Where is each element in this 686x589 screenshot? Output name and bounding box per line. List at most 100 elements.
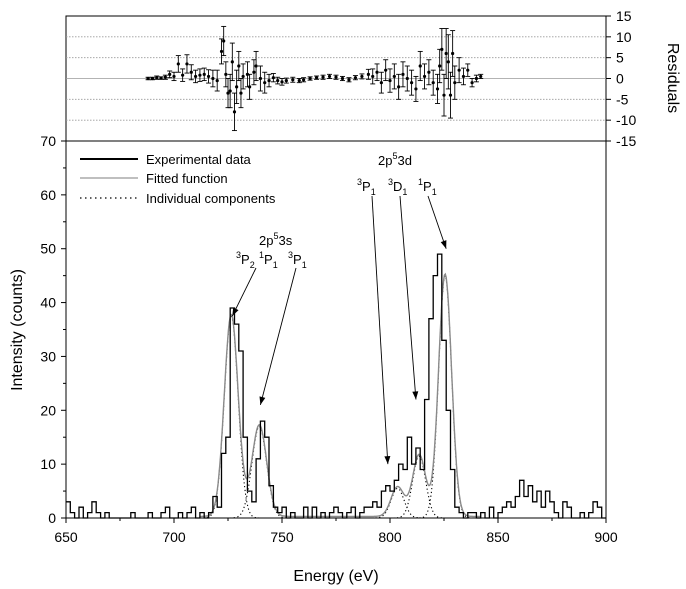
annotation-2p5-3d-rest: 3d [397,153,411,168]
x-tick-label: 650 [54,529,78,545]
residuals-tick-label: -5 [616,91,629,107]
residual-point [438,64,442,68]
residual-point [444,51,448,56]
residual-point [194,74,198,79]
y-tick-label: 20 [40,402,56,418]
residual-point [401,72,405,76]
main-axis-ticks: 650 700 750 800 850 900 0 10 20 30 40 50 60 70 [40,133,617,545]
term-label-1P1-3s: 1P1 [259,250,278,270]
residuals-axis-label: Residuals [664,43,681,113]
residual-point [418,64,422,68]
residual-point [461,74,466,79]
annotation-arrows [231,195,447,465]
y-tick-label: 30 [40,348,56,364]
annotation-2p5-3s-sup: 5 [273,231,278,241]
x-tick-label: 900 [594,529,618,545]
residual-point [414,87,418,91]
residual-point [448,93,453,97]
residual-point [379,81,383,85]
y-tick-label: 40 [40,295,56,311]
legend-label-components: Individual components [146,191,276,206]
residuals-tick-label: -15 [616,133,636,149]
residual-point [366,72,370,76]
term-label-3P1-3s: 3P1 [288,250,307,270]
residual-point [232,110,237,114]
arrow-head [259,396,266,405]
residual-point [155,76,159,80]
component-3P1 [371,487,424,519]
residual-point [202,72,206,76]
term-label-3P1-3d: 3P1 [357,177,376,197]
residual-point [146,76,150,81]
residual-point [267,78,271,83]
residual-point [263,81,267,85]
term-label-3D1: 3D1 [388,177,407,197]
x-tick-label: 700 [162,529,186,545]
residual-point [308,76,312,81]
residual-point [252,70,256,74]
residual-point [248,85,252,89]
residual-point [181,73,185,77]
residual-point [435,87,440,91]
annotation-2p5-3s-base: 2p [259,233,273,248]
residual-point [284,78,288,83]
residual-point [239,91,243,95]
y-tick-label: 50 [40,241,56,257]
residual-point [224,72,228,76]
legend-label-experimental: Experimental data [146,152,252,167]
residual-point [431,81,435,85]
residual-point [334,75,338,79]
annotation-2p5-3s: 2p53s [259,231,293,248]
arrow-line [399,195,417,400]
residual-point [230,60,234,64]
residual-point [215,78,219,83]
residual-point [159,76,163,80]
arrow-head [384,455,391,465]
fitted-curve [199,272,481,518]
y-axis-label: Intensity (counts) [9,269,26,391]
x-tick-label: 850 [486,529,510,545]
residual-point [235,85,239,89]
arrow-line [427,195,447,249]
residual-point [457,68,461,72]
residuals-ticks: 15 10 5 0 -5 -10 -15 [606,8,636,149]
residual-point [479,74,483,79]
residual-point [189,70,193,74]
term-label-1P1-3d: 1P1 [418,177,437,197]
component-3P2 [203,314,259,519]
residuals-tick-label: -10 [616,112,636,128]
residual-point [206,74,211,79]
arrow-line [231,267,257,317]
residual-point [327,74,332,79]
legend-label-fitted: Fitted function [146,171,228,186]
residual-point [198,73,202,77]
fitted-function [199,272,481,518]
residual-point [163,75,167,79]
residual-point [172,74,176,79]
experimental-data [66,253,606,519]
residual-point [168,72,172,76]
residual-point [384,68,388,72]
residual-point [440,47,444,51]
residual-point [271,76,275,80]
residual-point [291,78,295,82]
y-tick-label: 70 [40,133,56,149]
main-panel: 650 700 750 800 850 900 0 10 20 30 40 50 60 70 Energy… [9,133,618,585]
x-tick-label: 750 [270,529,294,545]
residual-point [360,74,364,79]
annotation-2p5-3d-base: 2p [378,153,392,168]
residuals-tick-label: 10 [616,29,632,45]
residuals-tick-label: 15 [616,8,632,24]
residual-point [150,76,154,81]
y-tick-label: 10 [40,456,56,472]
annotation-2p5-3s-rest: 3s [278,233,292,248]
experimental-histogram [66,253,606,519]
residuals-tick-label: 0 [616,71,624,87]
residual-point [392,74,396,79]
arrow-head [440,240,447,249]
residual-point [442,93,446,97]
residual-point [254,64,258,68]
residual-point [353,76,358,80]
residual-point [176,62,180,66]
